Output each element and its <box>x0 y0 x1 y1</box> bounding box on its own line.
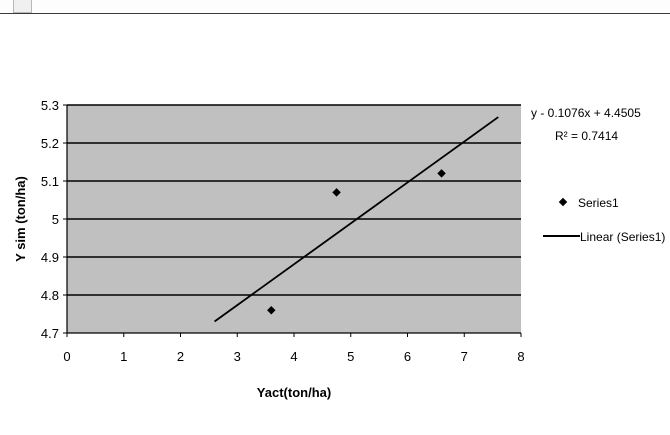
gridlines <box>67 104 521 296</box>
trendline-r-squared: R² = 0.7414 <box>555 129 618 143</box>
x-tick-labels: 0 1 2 3 4 5 6 7 8 <box>63 349 524 364</box>
y-tick-label-4.8: 4.8 <box>41 288 59 303</box>
trendline-equation: y - 0.1076x + 4.4505 <box>531 106 641 120</box>
window-top-bar <box>0 0 670 14</box>
data-point-1 <box>267 305 276 315</box>
data-point-3 <box>437 169 446 178</box>
x-tick-label-8: 8 <box>517 349 524 364</box>
y-axis-title: Y sim (ton/ha) <box>13 176 28 262</box>
y-tick-label-4.9: 4.9 <box>41 250 59 265</box>
legend-series1-marker <box>558 197 568 207</box>
x-tick-label-7: 7 <box>461 349 468 364</box>
y-tick-label-5.3: 5.3 <box>41 98 59 113</box>
x-tick-label-2: 2 <box>177 349 184 364</box>
legend-linear-label: Linear (Series1) <box>580 230 665 244</box>
y-tick-label-4.7: 4.7 <box>41 326 59 341</box>
x-axis-title: Yact(ton/ha) <box>257 385 331 400</box>
data-point-2 <box>332 188 341 197</box>
y-tick-label-5.1: 5.1 <box>41 174 59 189</box>
x-tick-label-0: 0 <box>63 349 70 364</box>
data-points <box>267 169 446 315</box>
axes <box>63 104 522 337</box>
sheet-tab-stub[interactable] <box>13 0 32 13</box>
top-divider <box>0 13 670 14</box>
x-tick-label-6: 6 <box>404 349 411 364</box>
y-tick-labels: 4.7 4.8 4.9 5 5.1 5.2 5.3 <box>41 98 59 341</box>
legend: Series1 Linear (Series1) <box>543 196 665 244</box>
x-tick-label-4: 4 <box>290 349 297 364</box>
x-tick-label-1: 1 <box>120 349 127 364</box>
y-tick-label-5.2: 5.2 <box>41 136 59 151</box>
x-tick-label-3: 3 <box>234 349 241 364</box>
y-tick-label-5: 5 <box>52 212 59 227</box>
legend-series1-label: Series1 <box>578 196 619 210</box>
x-tick-label-5: 5 <box>347 349 354 364</box>
trendline <box>214 116 499 323</box>
